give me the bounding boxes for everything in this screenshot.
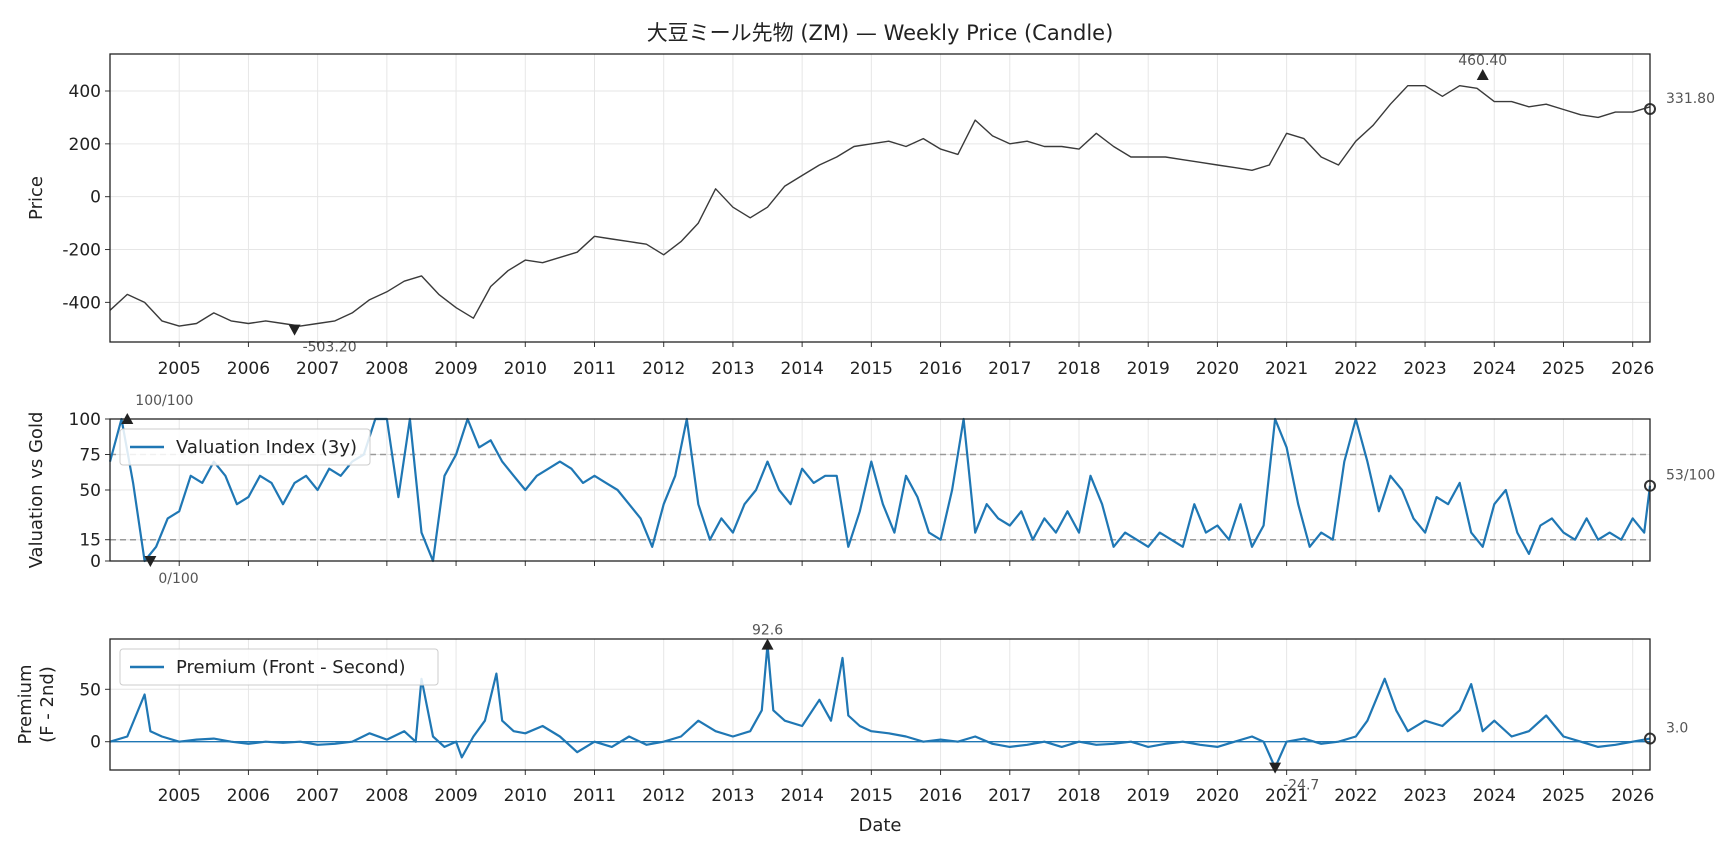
x-axis-label: Date: [858, 815, 901, 836]
x-tick-label: 2023: [1403, 786, 1446, 806]
x-tick-label: 2024: [1473, 786, 1516, 806]
y-tick-label: 100: [69, 410, 101, 430]
y-tick-label: -400: [62, 293, 101, 313]
y-axis-label: Price: [26, 176, 47, 220]
x-tick-label: 2007: [296, 786, 339, 806]
min-label: -503.20: [303, 340, 357, 356]
x-tick-label: 2010: [504, 359, 547, 379]
y-tick-label: 50: [79, 481, 101, 501]
x-tick-label: 2019: [1127, 359, 1170, 379]
x-tick-label: 2019: [1127, 786, 1170, 806]
x-tick-label: 2005: [158, 786, 201, 806]
x-tick-label: 2015: [850, 786, 893, 806]
x-tick-label: 2023: [1403, 359, 1446, 379]
x-tick-label: 2008: [365, 786, 408, 806]
last-label: 53/100: [1666, 468, 1715, 484]
last-label: 3.0: [1666, 721, 1688, 737]
x-tick-label: 2009: [434, 359, 477, 379]
x-tick-label: 2018: [1057, 786, 1100, 806]
max-label: 100/100: [135, 393, 193, 409]
legend-label: Premium (Front - Second): [176, 657, 406, 678]
x-tick-label: 2007: [296, 359, 339, 379]
min-marker: [288, 324, 301, 336]
x-tick-label: 2022: [1334, 359, 1377, 379]
x-tick-label: 2024: [1473, 359, 1516, 379]
y-axis-label: (F - 2nd): [37, 666, 58, 743]
x-tick-label: 2015: [850, 359, 893, 379]
legend-box: [119, 648, 439, 686]
premium-panel: 2005 2006 2007 2008 2009 2010 2011 2012 2013 2014…: [15, 623, 1688, 806]
x-tick-label: 2006: [227, 359, 270, 379]
max-label: 460.40: [1458, 53, 1507, 69]
x-tick-label: 2006: [227, 786, 270, 806]
min-label: -24.7: [1283, 778, 1319, 794]
y-tick-label: 400: [69, 82, 101, 102]
price-panel: 2005 2006 2007 2008 2009 2010 2011 2012 2013 2014…: [26, 53, 1715, 379]
legend-box: [119, 428, 371, 466]
x-tick-label: 2012: [642, 786, 685, 806]
x-tick-label: 2008: [365, 359, 408, 379]
y-axis-label: Premium: [15, 664, 36, 744]
x-tick-label: 2018: [1057, 359, 1100, 379]
plot-frame: [109, 638, 1651, 771]
x-tick-label: 2011: [573, 786, 616, 806]
max-marker: [1476, 69, 1489, 81]
x-tick-label: 2017: [988, 786, 1031, 806]
x-tick-label: 2010: [504, 786, 547, 806]
y-tick-label: -200: [62, 241, 101, 261]
x-tick-label: 2013: [711, 359, 754, 379]
x-tick-label: 2012: [642, 359, 685, 379]
x-tick-label: 2016: [919, 359, 962, 379]
x-tick-label: 2005: [158, 359, 201, 379]
y-tick-label: 0: [90, 188, 101, 208]
x-tick-label: 2020: [1196, 786, 1239, 806]
x-tick-label: 2022: [1334, 786, 1377, 806]
y-tick-label: 200: [69, 135, 101, 155]
max-label: 92.6: [752, 623, 783, 639]
chart-title: 大豆ミール先物 (ZM) — Weekly Price (Candle): [647, 21, 1114, 45]
x-tick-label: 2025: [1542, 359, 1585, 379]
x-tick-label: 2011: [573, 359, 616, 379]
plot-frame: [109, 53, 1651, 343]
x-tick-label: 2017: [988, 359, 1031, 379]
min-marker: [1269, 762, 1282, 774]
legend-label: Valuation Index (3y): [176, 437, 357, 458]
x-tick-label: 2014: [781, 359, 824, 379]
x-tick-label: 2026: [1611, 359, 1654, 379]
series-line: [109, 643, 1651, 769]
y-tick-label: 15: [79, 531, 101, 551]
x-tick-label: 2016: [919, 786, 962, 806]
max-marker: [761, 638, 774, 650]
x-tick-label: 2021: [1265, 359, 1308, 379]
last-label: 331.80: [1666, 91, 1715, 107]
min-label: 0/100: [158, 571, 198, 587]
x-tick-label: 2020: [1196, 359, 1239, 379]
series-line: [109, 84, 1651, 327]
y-axis-label: Valuation vs Gold: [26, 412, 47, 569]
x-tick-label: 2014: [781, 786, 824, 806]
x-tick-label: 2021: [1265, 786, 1308, 806]
valuation-panel: 015 50 75 100 100/100 0/100 53/100 Valuation vs…: [26, 393, 1715, 587]
plot-frame: [109, 418, 1651, 562]
y-tick-label: 50: [79, 680, 101, 700]
x-tick-label: 2009: [434, 786, 477, 806]
y-tick-label: 0: [90, 552, 101, 572]
y-tick-label: 75: [79, 446, 101, 466]
x-tick-label: 2025: [1542, 786, 1585, 806]
x-tick-label: 2013: [711, 786, 754, 806]
y-tick-label: 0: [90, 733, 101, 753]
x-tick-label: 2026: [1611, 786, 1654, 806]
